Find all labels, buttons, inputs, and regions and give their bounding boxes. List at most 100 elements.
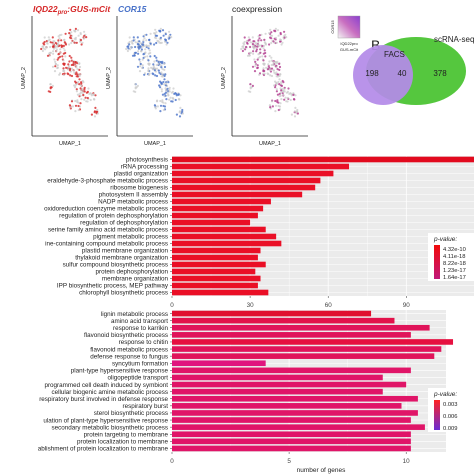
bar: [172, 275, 261, 282]
category-label: amino acid transport: [111, 318, 168, 325]
umap-point: [287, 87, 290, 90]
umap-point: [148, 49, 151, 52]
umap-point: [171, 100, 174, 103]
category-label: thylakoid membrane organization: [75, 255, 168, 262]
umap-point: [256, 64, 259, 67]
bar: [172, 381, 407, 388]
umap-point: [161, 29, 165, 32]
x-tick-label: 0: [170, 458, 174, 465]
umap-point: [63, 49, 66, 52]
umap-point: [67, 65, 70, 68]
umap-point: [51, 84, 55, 87]
umap-point: [44, 48, 47, 51]
umap-point: [161, 68, 164, 71]
umap-point: [275, 90, 278, 93]
bar: [172, 289, 269, 296]
plot-background: [172, 310, 446, 452]
category-label: cellular biogenic amine metabolic proces…: [51, 389, 168, 396]
umap-point: [281, 92, 284, 95]
umap-point: [134, 83, 137, 86]
category-label: respiratory burst involved in defense re…: [39, 396, 168, 403]
umap-point: [278, 62, 281, 65]
legend-label: 4.11e-18: [443, 254, 465, 260]
umap-point: [69, 34, 72, 37]
umap-point: [155, 63, 158, 67]
umap-point: [78, 65, 82, 69]
bar: [172, 346, 442, 352]
umap-point: [270, 100, 274, 103]
umap-point: [55, 48, 59, 51]
umap-point: [269, 28, 272, 31]
umap-point: [69, 106, 72, 109]
umap-point: [261, 44, 264, 48]
umap-point: [270, 31, 273, 34]
umap-point: [276, 68, 279, 71]
umap-point: [146, 44, 149, 48]
umap-point: [281, 41, 284, 44]
umap-point: [157, 63, 160, 66]
category-label: oxidoreduction coenzyme metabolic proces…: [44, 206, 168, 213]
umap-point: [252, 50, 255, 53]
umap-point: [254, 41, 257, 45]
umap-point: [255, 50, 258, 53]
legend-color-bar: [434, 400, 440, 430]
bar: [172, 332, 411, 338]
umap-point: [276, 73, 279, 76]
umap-point: [175, 113, 178, 116]
umap-point: [270, 56, 273, 59]
umap-point: [178, 110, 181, 113]
umap-point: [75, 90, 78, 93]
umap-point: [147, 59, 150, 62]
umap-point: [128, 36, 131, 39]
umap-point: [126, 49, 129, 53]
umap-point: [262, 44, 265, 48]
umap-point: [159, 36, 162, 39]
umap-point: [152, 65, 155, 68]
umap-point: [96, 108, 99, 112]
umap-point: [251, 36, 254, 39]
umap-point: [274, 86, 277, 89]
umap-point: [266, 72, 269, 75]
legend-label: 0.003: [443, 402, 458, 408]
umap-point: [159, 99, 162, 103]
umap-point: [274, 36, 277, 39]
bar: [172, 254, 258, 261]
umap-point: [82, 81, 85, 84]
coexpression-key-y-label: COR15: [330, 20, 335, 34]
umap-point: [163, 74, 166, 78]
x-tick-label: 0: [170, 302, 174, 309]
umap-point: [46, 41, 49, 45]
umap-point: [81, 92, 84, 95]
umap-point: [49, 41, 52, 44]
umap-point: [93, 110, 96, 113]
umap-point: [138, 70, 142, 73]
umap-point: [165, 82, 168, 85]
umap-point: [174, 98, 177, 102]
umap-point: [249, 90, 252, 93]
umap-point: [167, 81, 170, 84]
umap-point: [181, 108, 184, 112]
umap-point: [54, 65, 57, 68]
umap-point: [269, 106, 272, 109]
umap-point: [93, 115, 97, 118]
umap-point: [43, 43, 46, 46]
umap-point: [60, 39, 63, 42]
umap-point: [154, 74, 157, 77]
umap-point: [129, 48, 132, 51]
umap-point: [256, 45, 259, 48]
umap-point: [76, 100, 79, 103]
umap-point: [254, 46, 257, 49]
umap-point: [242, 45, 245, 48]
umap-point: [166, 87, 169, 90]
umap-point: [279, 33, 282, 36]
umap-point: [249, 41, 252, 44]
umap-point: [62, 47, 65, 50]
umap-point: [140, 48, 143, 51]
umap-point: [258, 37, 261, 40]
umap-point: [279, 84, 282, 87]
bar: [172, 247, 261, 254]
umap-point: [61, 44, 64, 48]
umap-point: [249, 87, 252, 90]
umap-point: [137, 47, 140, 50]
category-label: eraldehyde-3-phosphate metabolic process: [47, 178, 168, 185]
